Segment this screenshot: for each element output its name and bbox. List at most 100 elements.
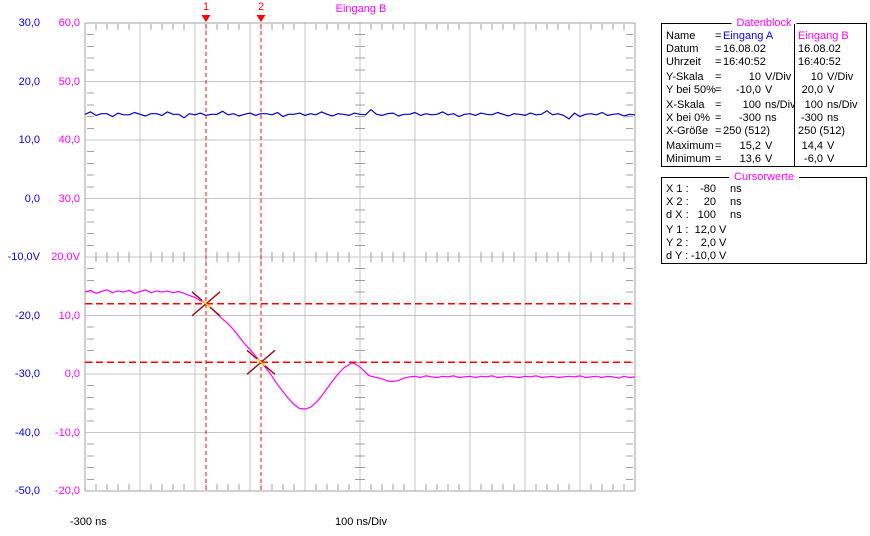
cursorwerte-value: 20 <box>703 196 716 208</box>
cursorwerte-value: 100 <box>697 209 716 221</box>
cursor-1-handle-icon[interactable] <box>201 15 211 22</box>
datenblock-cell: = <box>715 99 722 111</box>
datenblock-value: 16.08.02 <box>798 43 841 55</box>
y-axis-label-channel-a: -40,0 <box>14 426 40 439</box>
datenblock-cell: = <box>715 71 722 83</box>
datenblock-cell: X bei 0% <box>666 112 711 124</box>
datenblock-title: Datenblock <box>731 17 797 29</box>
datenblock-cell: Datum <box>666 43 699 55</box>
datenblock-value: -10,0 <box>735 84 761 96</box>
datenblock-value: 16.08.02 <box>723 43 766 55</box>
cursorwerte-label: d Y : <box>666 250 689 262</box>
cursorwerte-row: Y 1 : 12,0 V <box>662 224 866 237</box>
y-axis-label-channel-b: 20,0V <box>51 251 80 263</box>
datenblock-value: 100 <box>742 99 761 111</box>
datenblock-value: 100 <box>804 99 823 111</box>
datenblock-cell: Minimum <box>666 153 711 165</box>
datenblock-column-divider <box>794 24 795 166</box>
trace-eingang-a <box>84 108 636 120</box>
datenblock-cell: Y bei 50% <box>666 84 716 96</box>
cursorwerte-row: d Y : -10,0 V <box>662 250 866 263</box>
y-axis-label-channel-b: 60,0 <box>58 17 80 29</box>
y-axis-label-channel-a: -50,0 <box>14 485 40 497</box>
datenblock-cell: = <box>715 43 722 55</box>
y-axis-label-channel-b: 50,0 <box>58 75 80 88</box>
cursorwerte-row: X 1 : -80 ns <box>662 183 866 196</box>
datenblock-cell: = <box>715 112 722 124</box>
cursorwerte-unit: V <box>719 237 727 249</box>
x-axis-start-label: -300 ns <box>70 516 107 528</box>
y-axis-label-channel-a: 30,0 <box>18 17 40 29</box>
datenblock-row: Name = Eingang A Eingang B <box>662 30 866 43</box>
datenblock-value: -300 <box>800 112 823 124</box>
cursorwerte-panel: Cursorwerte X 1 : -80 ns X 2 : 20 ns d X : 100 n… <box>661 171 867 264</box>
datenblock-cell: = <box>715 140 722 152</box>
y-axis-label-channel-a: -10,0V <box>7 251 40 263</box>
cursorwerte-unit: ns <box>730 196 742 208</box>
plot-title: Eingang B <box>335 3 387 15</box>
cursor-1-label[interactable]: 1 <box>202 1 210 13</box>
datenblock-panel: Datenblock Name = Eingang A Eingang B Datum =… <box>661 17 867 167</box>
datenblock-row: Minimum = 13,6 V -6,0 V <box>662 153 866 166</box>
datenblock-value: 13,6 <box>739 153 761 165</box>
datenblock-row: Datum = 16.08.02 16.08.02 <box>662 43 866 56</box>
cursorwerte-value: -80 <box>700 183 716 195</box>
datenblock-row: Uhrzeit = 16:40:52 16:40:52 <box>662 56 866 69</box>
datenblock-row: X bei 0% = -300 ns -300 ns <box>662 112 866 125</box>
datenblock-value: 20,0 <box>801 84 823 96</box>
cursorwerte-row: Y 2 : 2,0 V <box>662 237 866 250</box>
datenblock-cell: X-Skala <box>666 99 705 111</box>
cursorwerte-row: d X : 100 ns <box>662 209 866 222</box>
cursorwerte-unit: ns <box>730 209 742 221</box>
y-axis-label-channel-b: 40,0 <box>58 134 80 146</box>
cursorwerte-row: X 2 : 20 ns <box>662 196 866 209</box>
datenblock-cell: = <box>715 153 722 165</box>
cursorwerte-unit: ns <box>730 183 742 195</box>
cursorwerte-value: 12,0 <box>694 224 716 236</box>
datenblock-row: X-Größe = 250 (512) 250 (512) <box>662 125 866 138</box>
datenblock-cell: = <box>715 56 722 68</box>
cursorwerte-unit: V <box>719 224 727 236</box>
cursor-2-handle-icon[interactable] <box>256 15 266 22</box>
datenblock-value: 10 <box>810 71 823 83</box>
y-axis-label-channel-b: -10,0 <box>54 426 80 439</box>
datenblock-unit: V <box>765 153 773 165</box>
datenblock-unit: ns <box>827 112 839 124</box>
datenblock-value: 250 (512) <box>798 125 846 137</box>
datenblock-value: -6,0 <box>804 153 823 165</box>
datenblock-value: 15,2 <box>739 140 761 152</box>
cursor-trace-highlight <box>256 358 266 367</box>
cursors[interactable] <box>85 15 635 491</box>
datenblock-unit: V <box>827 140 835 152</box>
datenblock-row: X-Skala = 100 ns/Div 100 ns/Div <box>662 99 866 112</box>
cursorwerte-label: Y 2 : <box>666 237 689 249</box>
datenblock-cell: = <box>715 125 722 137</box>
cursor-2-label[interactable]: 2 <box>257 1 265 13</box>
datenblock-cell: Maximum <box>666 140 714 152</box>
datenblock-unit: V <box>765 140 773 152</box>
datenblock-cell: = <box>715 84 722 96</box>
datenblock-value: 14,4 <box>801 140 823 152</box>
cursorwerte-title: Cursorwerte <box>729 171 799 183</box>
datenblock-cell: X-Größe <box>666 125 709 137</box>
datenblock-unit: V/Div <box>765 71 792 83</box>
datenblock-value: Eingang B <box>798 30 849 42</box>
datenblock-value: 250 (512) <box>723 125 771 137</box>
cursorwerte-value: 2,0 <box>700 237 716 249</box>
trace-eingang-b <box>84 289 636 410</box>
datenblock-unit: ns <box>765 112 777 124</box>
datenblock-cell: Y-Skala <box>666 71 704 83</box>
datenblock-value: 16:40:52 <box>798 56 841 68</box>
y-axis-label-channel-a: -20,0 <box>14 309 40 322</box>
datenblock-unit: ns/Div <box>827 99 858 111</box>
y-axis-label-channel-a: -30,0 <box>14 368 40 380</box>
cursor-trace-highlight <box>201 299 211 308</box>
x-axis-scale-label: 100 ns/Div <box>335 516 387 528</box>
y-axis-label-channel-b: 0,0 <box>64 368 80 380</box>
datenblock-row: Maximum = 15,2 V 14,4 V <box>662 140 866 153</box>
y-axis-label-channel-b: -20,0 <box>54 485 80 497</box>
y-axis-label-channel-a: 20,0 <box>18 75 40 88</box>
y-axis-label-channel-b: 10,0 <box>58 309 80 322</box>
datenblock-cell: Uhrzeit <box>666 56 701 68</box>
datenblock-row: Y-Skala = 10 V/Div 10 V/Div <box>662 71 866 84</box>
